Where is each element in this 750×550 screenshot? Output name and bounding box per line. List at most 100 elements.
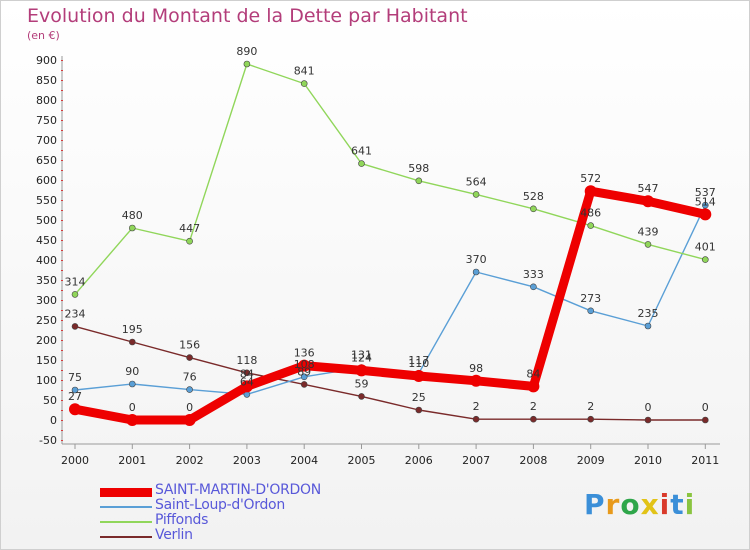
data-point: [701, 201, 709, 209]
y-axis-dot: [61, 230, 63, 231]
data-label: 235: [638, 307, 659, 320]
legend-label: SAINT-MARTIN-D'ORDON: [155, 482, 321, 498]
y-axis-dot: [61, 220, 63, 221]
data-label: 84: [526, 367, 540, 380]
data-label: 273: [580, 292, 601, 305]
y-tick-label: 500: [36, 214, 57, 227]
y-axis-dot: [61, 410, 63, 411]
y-axis-dot: [61, 160, 63, 161]
y-axis-dot: [61, 300, 63, 301]
data-point: [298, 359, 311, 372]
data-label: 439: [638, 225, 659, 238]
data-point: [587, 307, 595, 315]
data-point: [71, 323, 79, 330]
legend-label: Saint-Loup-d'Ordon: [155, 497, 285, 513]
y-axis-dot: [61, 270, 63, 271]
y-tick-label: 50: [43, 394, 57, 407]
data-point: [644, 322, 652, 330]
data-point: [699, 208, 712, 221]
y-axis-dot: [61, 170, 63, 171]
data-label: 108: [294, 358, 315, 371]
data-label: 75: [68, 371, 82, 384]
y-tick-label: 0: [50, 414, 57, 427]
y-axis-dot: [61, 80, 63, 81]
y-tick-label: 400: [36, 254, 57, 267]
y-tick-label: 600: [36, 174, 57, 187]
data-label: 64: [240, 375, 254, 388]
y-tick-label: 850: [36, 74, 57, 87]
logo-letter: i: [659, 488, 671, 521]
x-tick-label: 2002: [176, 454, 204, 467]
data-point: [644, 241, 652, 248]
y-axis-dot: [61, 350, 63, 351]
y-axis-dot: [61, 120, 63, 121]
data-point: [530, 283, 537, 291]
data-label: 25: [412, 391, 426, 404]
data-point: [358, 160, 365, 167]
y-axis-dot: [61, 200, 63, 201]
y-axis-dot: [61, 140, 63, 141]
legend-label: Piffonds: [155, 512, 209, 528]
axes: -500501001502002503003504004505005506006…: [36, 54, 720, 467]
x-tick-label: 2011: [691, 454, 719, 467]
y-tick-label: -50: [39, 434, 57, 447]
data-point: [71, 386, 79, 394]
data-point: [587, 415, 595, 423]
series-line: [74, 325, 706, 421]
data-point: [300, 373, 308, 381]
series-line: [74, 63, 706, 296]
data-point: [126, 414, 139, 426]
y-axis-dot: [61, 340, 63, 341]
y-axis-dot: [61, 190, 63, 191]
data-label: 547: [638, 182, 659, 195]
x-tick-label: 2003: [233, 454, 261, 467]
y-tick-label: 100: [36, 374, 57, 387]
legend-swatch: [100, 487, 152, 497]
y-axis-dot: [61, 180, 63, 181]
data-label: 117: [408, 354, 429, 367]
data-label: 2: [473, 400, 480, 413]
data-point: [240, 380, 253, 393]
data-label: 841: [294, 65, 315, 78]
y-axis-dot: [61, 280, 63, 281]
data-point: [644, 416, 652, 424]
y-tick-label: 150: [36, 354, 57, 367]
y-axis-dot: [61, 430, 63, 431]
data-point: [129, 338, 136, 346]
data-label: 0: [645, 401, 652, 414]
logo-letter: r: [605, 488, 621, 521]
y-tick-label: 900: [36, 54, 57, 67]
series-lines: [69, 60, 712, 426]
data-point: [186, 354, 193, 361]
x-tick-label: 2007: [462, 454, 490, 467]
logo-letter: t: [670, 488, 685, 521]
y-tick-label: 200: [36, 334, 57, 347]
data-label: 447: [179, 222, 200, 235]
data-label: 136: [294, 347, 315, 360]
data-label: 156: [179, 339, 200, 352]
legend-swatch: [100, 536, 152, 538]
data-label: 480: [122, 209, 143, 222]
y-axis-dot: [61, 380, 63, 381]
x-tick-label: 2000: [61, 454, 89, 467]
proxiti-logo: Proxiti: [584, 488, 695, 521]
data-label: 314: [65, 275, 86, 288]
data-label: 124: [351, 351, 372, 364]
x-tick-label: 2008: [519, 454, 547, 467]
y-axis-dot: [61, 290, 63, 291]
x-tick-label: 2006: [405, 454, 433, 467]
data-label: 890: [236, 45, 257, 58]
y-tick-label: 750: [36, 114, 57, 127]
y-tick-label: 800: [36, 94, 57, 107]
y-axis-dot: [61, 150, 63, 151]
y-axis-dot: [61, 110, 63, 111]
y-axis-dot: [61, 210, 63, 211]
x-tick-label: 2009: [577, 454, 605, 467]
data-label: 195: [122, 323, 143, 336]
x-tick-label: 2005: [348, 454, 376, 467]
data-point: [129, 224, 136, 232]
logo-letter: i: [684, 488, 696, 521]
data-label: 131: [351, 349, 372, 362]
data-label: 564: [466, 175, 487, 188]
